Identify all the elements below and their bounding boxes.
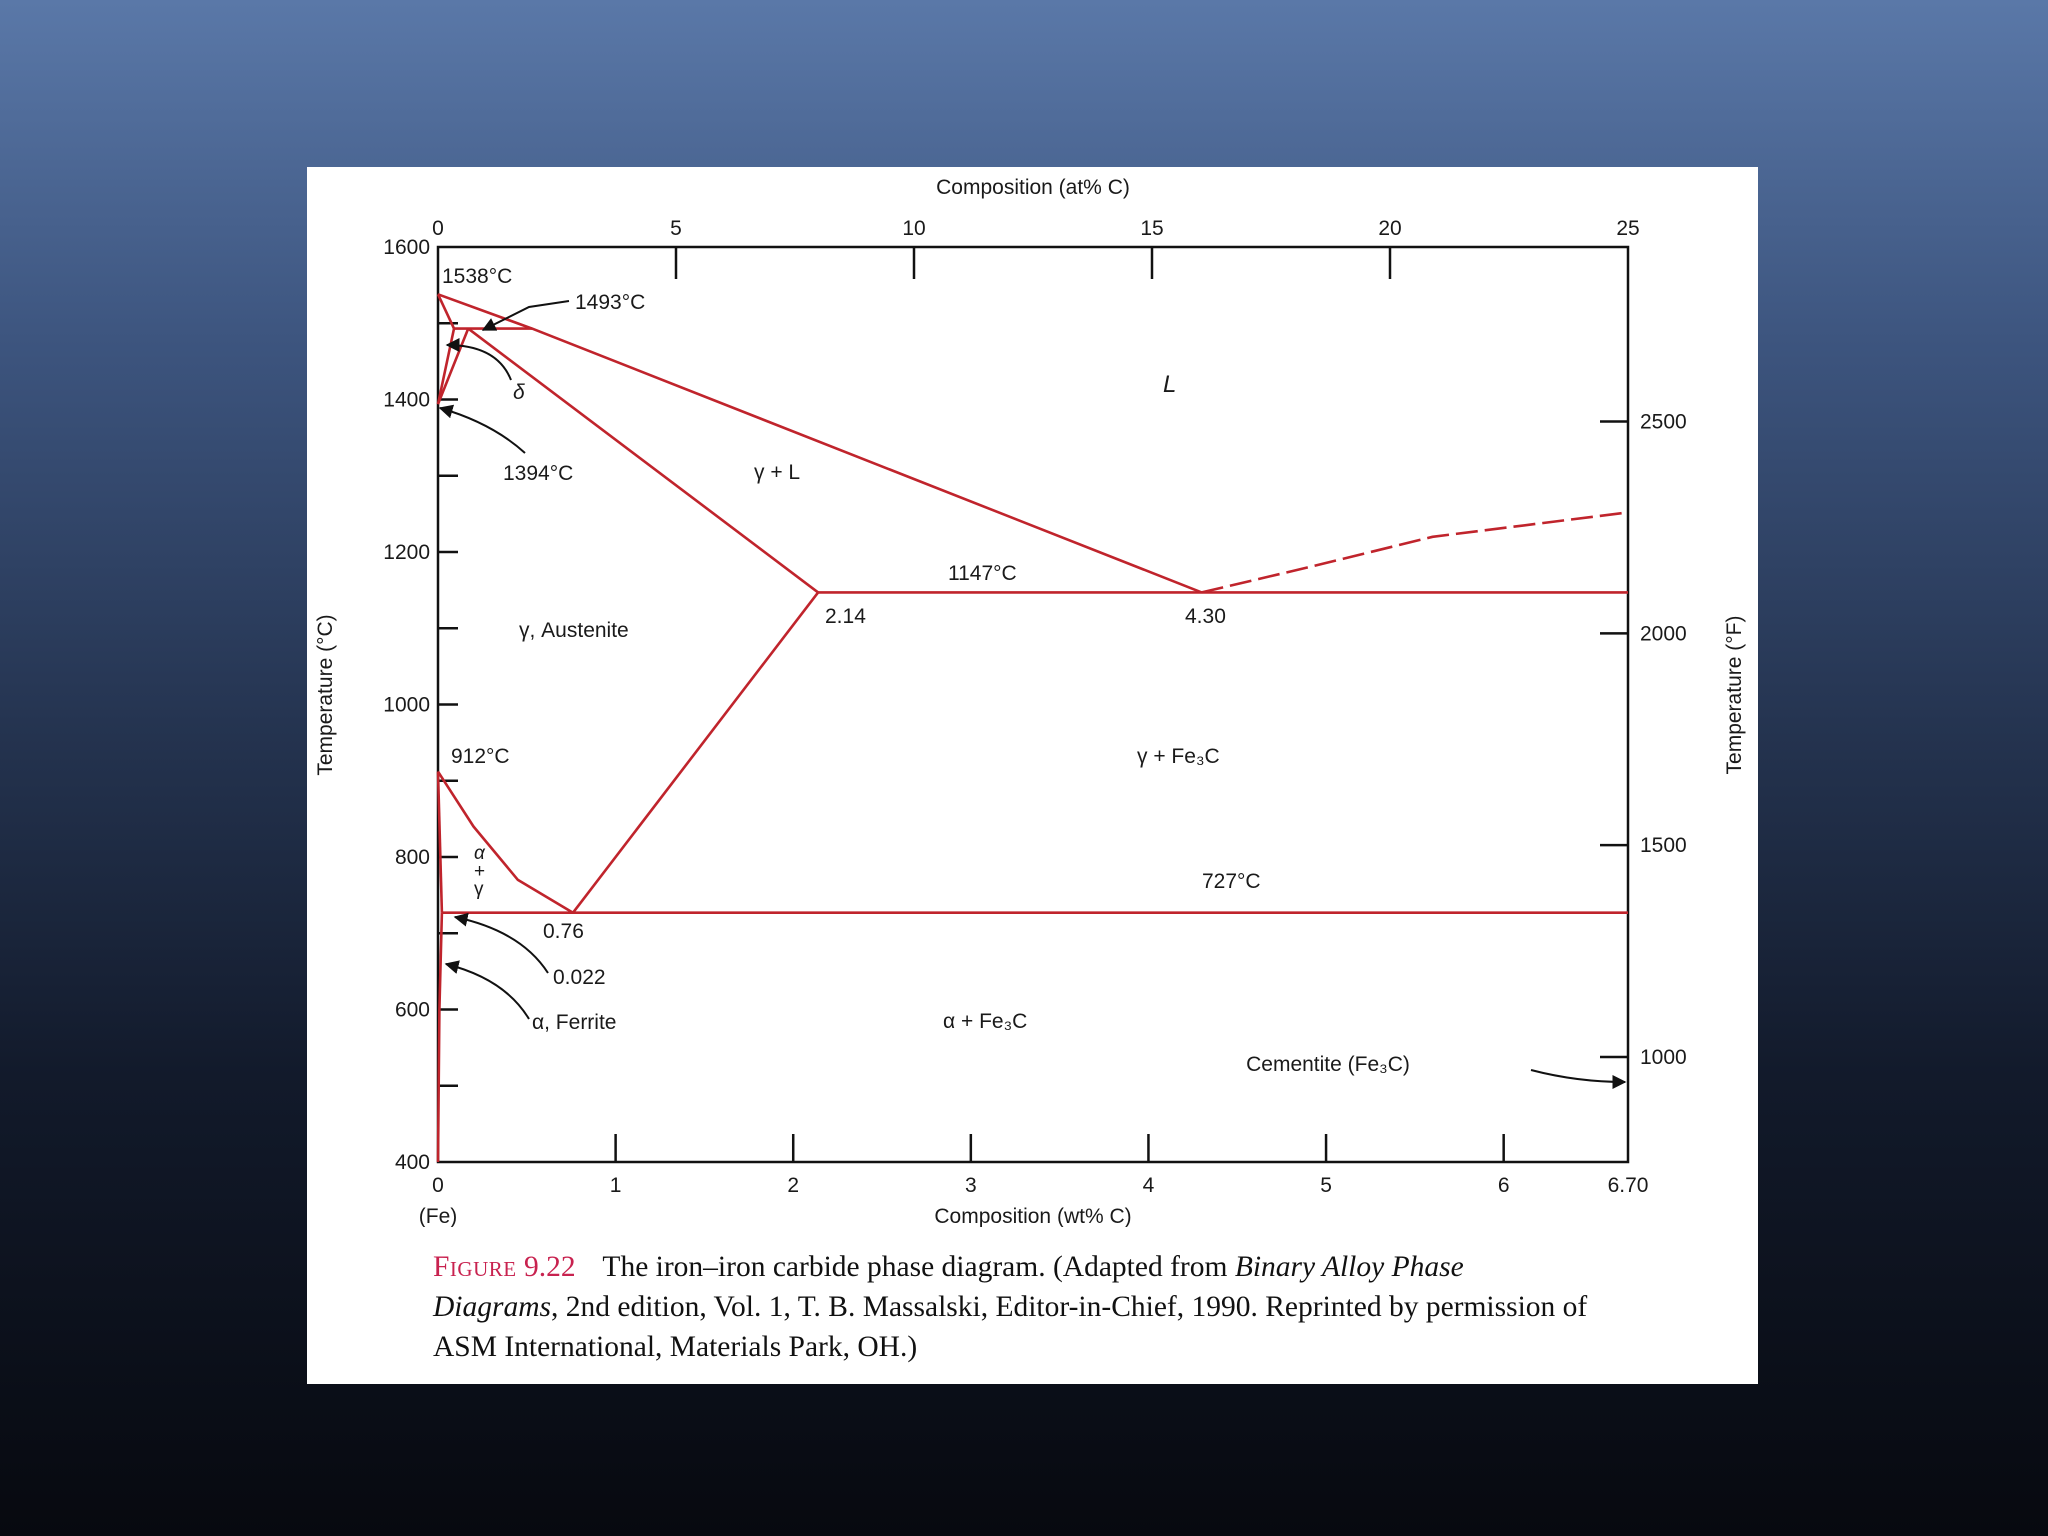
caption-text-1: The iron–iron carbide phase diagram. (Ad… <box>602 1251 1235 1283</box>
right-tick-label: 1000 <box>1640 1046 1687 1069</box>
arrow-delta <box>445 338 512 381</box>
left-tick-label: 1600 <box>383 236 430 259</box>
arrow-cementite <box>1530 1069 1627 1089</box>
right-tick-label: 2500 <box>1640 411 1687 434</box>
curve-austenite-solidus <box>467 327 819 594</box>
bottom-tick-label: 3 <box>965 1174 977 1197</box>
label-t1394: 1394°C <box>503 462 573 485</box>
bottom-tick-label: 6.70 <box>1608 1174 1649 1197</box>
left-tick-label: 400 <box>395 1151 430 1174</box>
label-alpha: α <box>474 843 486 864</box>
top-tick-label: 15 <box>1140 217 1163 240</box>
label-c430: 4.30 <box>1185 605 1226 628</box>
figure-card: 0 1 2 3 4 5 6 6.70 0 5 10 15 20 25 400 600 800 1000 1200 14… <box>307 167 1758 1384</box>
left-tick-label: 600 <box>395 999 430 1022</box>
figure-label: Figure <box>433 1251 517 1283</box>
top-tick-label: 5 <box>670 217 682 240</box>
arrow-t1493 <box>481 300 570 331</box>
figure-number: 9.22 <box>523 1251 576 1283</box>
label-liquid: L <box>1163 371 1176 398</box>
label-cementite: Cementite (Fe₃C) <box>1246 1053 1410 1076</box>
arrow-t1394 <box>438 404 526 454</box>
caption-text-2: , 2nd edition, Vol. 1, T. B. Massalski, … <box>433 1291 1588 1363</box>
curve-alpha-gamma-boundary <box>436 771 444 913</box>
label-gamma-fe3c: γ + Fe₃C <box>1137 745 1220 768</box>
left-tick-label: 800 <box>395 846 430 869</box>
label-delta: δ <box>513 381 525 404</box>
annotations <box>438 300 1627 1089</box>
plot-frame <box>436 245 1630 1164</box>
bottom-tick-label: 1 <box>610 1174 622 1197</box>
bottom-axis-sublabel: (Fe) <box>419 1205 458 1227</box>
curve-delta-solidus <box>436 293 456 330</box>
label-c214: 2.14 <box>825 605 866 628</box>
left-tick-label: 1000 <box>383 694 430 717</box>
bottom-tick-label: 0 <box>432 1174 444 1197</box>
curve-delta-gamma-lower <box>436 328 470 405</box>
label-t1493: 1493°C <box>575 291 645 314</box>
label-t912: 912°C <box>451 745 510 768</box>
label-gamma-l: γ + L <box>754 461 800 484</box>
top-tick-label: 20 <box>1378 217 1401 240</box>
figure-caption: Figure 9.22 The iron–iron carbide phase … <box>433 1247 1593 1367</box>
right-tick-label: 1500 <box>1640 834 1687 857</box>
curve-ferrite-solvus <box>436 912 444 1163</box>
curve-delta-gamma-upper <box>436 328 456 405</box>
label-gamma: γ <box>474 879 484 900</box>
caption-source-title: Binary Alloy Phase Diagrams <box>433 1251 1464 1323</box>
bottom-tick-label: 2 <box>787 1174 799 1197</box>
label-t727: 727°C <box>1202 870 1261 893</box>
label-plus: + <box>474 861 485 882</box>
bottom-tick-label: 6 <box>1498 1174 1510 1197</box>
bottom-axis-title: Composition (wt% C) <box>934 1205 1131 1227</box>
right-axis-title: Temperature (°F) <box>1723 616 1746 775</box>
top-tick-label: 10 <box>902 217 925 240</box>
left-axis-title: Temperature (°C) <box>314 614 337 775</box>
curve-liquidus-right <box>1201 511 1629 594</box>
axis-ticks: 0 1 2 3 4 5 6 6.70 0 5 10 15 20 25 400 600 800 1000 1200 14… <box>383 217 1686 1197</box>
label-c076: 0.76 <box>543 920 584 943</box>
label-austenite: γ, Austenite <box>519 619 629 642</box>
phase-boundaries <box>436 293 1629 1163</box>
left-tick-label: 1200 <box>383 541 430 564</box>
label-ferrite: α, Ferrite <box>532 1011 616 1034</box>
curve-liquidus-left <box>437 293 1203 594</box>
phase-diagram: 0 1 2 3 4 5 6 6.70 0 5 10 15 20 25 400 600 800 1000 1200 14… <box>314 176 1746 1227</box>
label-alpha-fe3c: α + Fe₃C <box>943 1010 1027 1033</box>
top-tick-label: 0 <box>432 217 444 240</box>
label-t1538: 1538°C <box>442 265 512 288</box>
curve-a3-line <box>436 770 574 914</box>
bottom-tick-label: 4 <box>1143 1174 1155 1197</box>
arrow-c0022 <box>453 912 549 974</box>
top-tick-label: 25 <box>1616 217 1639 240</box>
label-t1147: 1147°C <box>948 562 1017 585</box>
left-tick-label: 1400 <box>383 389 430 412</box>
top-axis-title: Composition (at% C) <box>936 176 1130 199</box>
bottom-tick-label: 5 <box>1320 1174 1332 1197</box>
curve-acm-line <box>571 591 820 914</box>
right-tick-label: 2000 <box>1640 622 1687 645</box>
arrow-ferrite <box>444 960 530 1020</box>
label-c0022: 0.022 <box>553 966 606 989</box>
